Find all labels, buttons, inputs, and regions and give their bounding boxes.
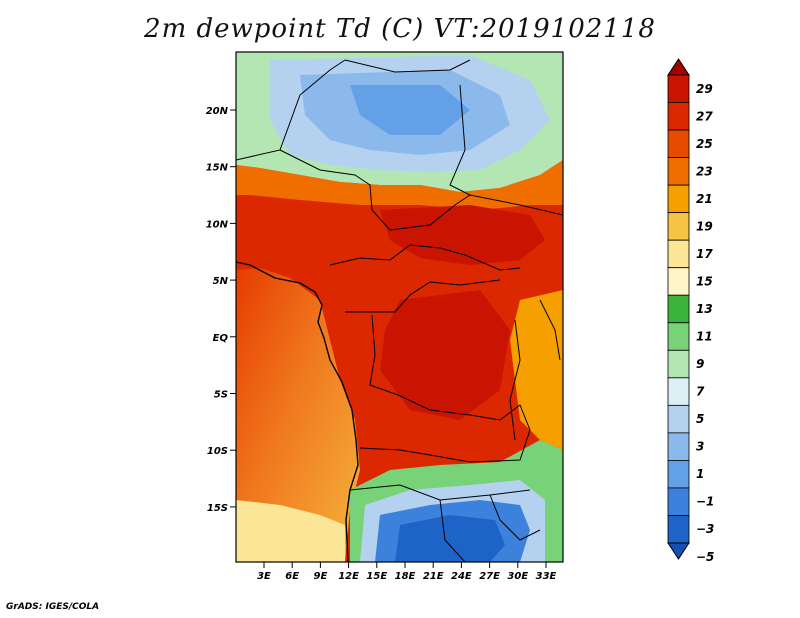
east-africa-orange: [510, 290, 563, 450]
colorbar-segment: [667, 294, 690, 324]
lat-label: 15S: [207, 503, 228, 514]
colorbar-label: 27: [696, 109, 713, 123]
colorbar-label: 23: [696, 164, 713, 178]
colorbar-segment: [667, 349, 690, 379]
border-south-2: [439, 499, 466, 562]
lat-label: 10N: [206, 219, 229, 230]
southwest-yellow-field: [236, 500, 345, 562]
border-congo-2: [359, 394, 531, 463]
colorbar-label: 15: [696, 275, 713, 289]
colorbar-label: 9: [696, 357, 704, 371]
border-south-3: [489, 494, 541, 541]
lon-label: 21E: [423, 571, 444, 582]
colorbar-segment: [667, 404, 690, 434]
lon-label: 30E: [507, 571, 528, 582]
colorbar-segment: [667, 184, 690, 214]
border-north-3: [449, 84, 471, 196]
lon-label: 6E: [285, 571, 299, 582]
country-borders: [236, 59, 563, 562]
lon-label: 33E: [536, 571, 557, 582]
sahara-deep-blue: [350, 85, 470, 135]
colorbar-segment: [667, 460, 690, 489]
colorbar-segment: [667, 322, 690, 351]
colorbar: 29 27 25 23 21 19 17 15 13 11 9 7 5 3 1 −1 −3 −5: [667, 58, 714, 564]
colorbar-segment: [667, 267, 690, 296]
border-east-1: [509, 319, 521, 441]
colorbar-segment: [667, 432, 690, 461]
lon-label: 27E: [479, 571, 500, 582]
coastline: [236, 261, 359, 562]
colorbar-label: 11: [696, 330, 713, 344]
border-sahel-1: [279, 149, 373, 211]
map-title: 2m dewpoint Td (C) VT:2019102118: [144, 14, 656, 44]
lat-label: 20N: [206, 106, 229, 117]
southern-deep-blue: [395, 515, 505, 562]
colorbar-label: 19: [696, 219, 713, 233]
colorbar-label: −1: [696, 495, 714, 509]
colorbar-bottom-triangle: [667, 542, 690, 560]
border-central-2: [345, 279, 501, 313]
colorbar-label: 1: [696, 467, 704, 481]
lat-label: EQ: [213, 333, 229, 344]
equatorial-dark-core: [380, 205, 545, 265]
colorbar-label: 21: [696, 192, 713, 206]
lat-label: 5S: [214, 390, 228, 401]
colorbar-label: 17: [696, 247, 713, 261]
lon-label: 9E: [314, 571, 328, 582]
colorbar-segment: [667, 129, 690, 158]
map-frame: [235, 51, 564, 563]
colorbar-label: 25: [696, 137, 713, 151]
lon-label: 24E: [451, 571, 472, 582]
border-east-2: [539, 299, 561, 361]
colorbar-segment: [667, 377, 690, 406]
colorbar-label: 7: [696, 385, 705, 399]
colorbar-segment: [667, 212, 690, 241]
lon-label: 3E: [257, 571, 271, 582]
credit-text: GrADS: IGES/COLA: [6, 602, 100, 612]
colorbar-segment: [667, 157, 690, 186]
border-sahel-2: [371, 194, 563, 231]
colorbar-label: −3: [696, 522, 714, 536]
border-north-1: [236, 59, 346, 161]
lon-label: 15E: [366, 571, 387, 582]
border-north-2: [344, 59, 471, 73]
border-central-1: [329, 244, 521, 271]
colorbar-segment: [667, 102, 690, 131]
lat-label: 15N: [206, 163, 229, 174]
colorbar-segment: [667, 515, 690, 544]
latitude-labels: 20N 15N 10N 5N EQ 5S 10S 15S: [206, 106, 236, 514]
congo-dark-core: [380, 290, 510, 420]
colorbar-top-triangle: [667, 58, 690, 76]
colorbar-label: 29: [696, 82, 713, 96]
colorbar-segment: [667, 74, 690, 103]
lat-label: 10S: [207, 446, 228, 457]
lat-label: 5N: [213, 276, 229, 287]
colorbar-label: −5: [696, 550, 714, 564]
border-congo-1: [369, 314, 399, 396]
atlantic-ocean-field: [236, 268, 360, 562]
lon-label: 12E: [338, 571, 359, 582]
colorbar-label: 5: [696, 412, 704, 426]
colorbar-label: 13: [696, 302, 713, 316]
lon-label: 18E: [395, 571, 416, 582]
longitude-labels: 3E 6E 9E 12E 15E 18E 21E 24E 27E 30E 33E: [257, 562, 557, 582]
colorbar-segment: [667, 239, 690, 269]
colorbar-label: 3: [696, 440, 704, 454]
colorbar-segment: [667, 487, 690, 516]
